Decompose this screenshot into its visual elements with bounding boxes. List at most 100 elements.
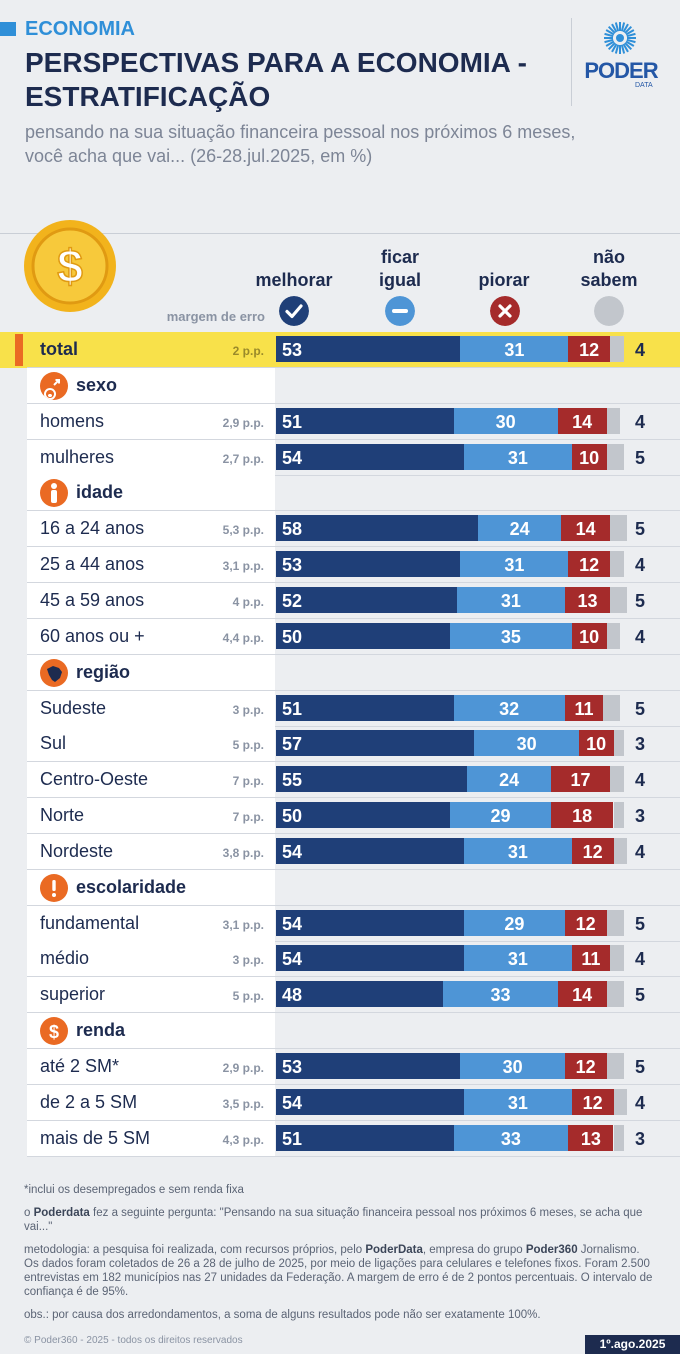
value-label-piorar: 13 xyxy=(580,1129,601,1149)
bar-segment-ficar-igual xyxy=(460,1053,565,1079)
value-label-nao-sabem: 4 xyxy=(634,770,645,790)
row-label: Centro-Oeste xyxy=(40,769,149,789)
row-label: mulheres xyxy=(40,447,115,467)
bar-segment-nao-sabem xyxy=(610,551,624,577)
chart-row: Sul 5 p.p. 57 30 10 3 xyxy=(0,726,680,762)
row-label: Norte xyxy=(40,805,85,825)
logo-word: PODER xyxy=(584,58,658,83)
value-label-melhorar: 54 xyxy=(282,949,303,969)
row-divider xyxy=(27,797,680,798)
group-header-região: região xyxy=(0,655,680,691)
value-label-nao-sabem: 4 xyxy=(634,340,645,360)
row-label: até 2 SM* xyxy=(40,1056,120,1076)
value-label-ficar-igual: 30 xyxy=(502,1057,523,1077)
bar-segment-ficar-igual xyxy=(463,444,572,470)
bar-segment-piorar xyxy=(564,910,607,936)
row-label: homens xyxy=(40,411,105,431)
bar-segment-melhorar xyxy=(276,1089,464,1115)
row-divider xyxy=(27,726,680,727)
row-divider xyxy=(27,1012,680,1013)
svg-text:$: $ xyxy=(49,1022,59,1042)
row-label: mais de 5 SM xyxy=(40,1128,151,1148)
row-label: Sudeste xyxy=(40,698,107,718)
bar-segment-melhorar xyxy=(276,444,464,470)
page-title: PERSPECTIVAS PARA A ECONOMIA - ESTRATIFI… xyxy=(25,47,527,112)
value-label-nao-sabem: 5 xyxy=(634,519,645,539)
row-bg xyxy=(27,583,275,618)
value-label-nao-sabem: 5 xyxy=(634,699,645,719)
methodology-note: metodologia: a pesquisa foi realizada, c… xyxy=(24,1244,653,1298)
obs-note: obs.: por causa dos arredondamentos, a s… xyxy=(24,1309,541,1321)
value-label-nao-sabem: 3 xyxy=(634,806,645,826)
group-bg xyxy=(27,368,275,403)
chart-row: homens 2,9 p.p. 51 30 14 4 xyxy=(0,404,680,440)
margin-of-error: 4,3 p.p. xyxy=(222,1133,264,1147)
group-label: região xyxy=(76,662,131,682)
value-label-ficar-igual: 31 xyxy=(504,340,525,360)
value-label-ficar-igual: 31 xyxy=(507,448,528,468)
header: ECONOMIA PERSPECTIVAS PARA A ECONOMIA - … xyxy=(0,0,680,232)
row-divider xyxy=(27,833,680,834)
row-bg xyxy=(27,762,275,797)
bar-segment-melhorar xyxy=(276,910,464,936)
value-label-ficar-igual: 24 xyxy=(509,519,530,539)
margin-of-error: 2 p.p. xyxy=(232,344,264,358)
bar-segment-melhorar xyxy=(276,945,464,971)
row-bg xyxy=(27,1049,275,1084)
bar-segment-ficar-igual xyxy=(463,1089,572,1115)
value-label-nao-sabem: 3 xyxy=(634,734,645,754)
value-label-melhorar: 53 xyxy=(282,1057,303,1077)
bar-segment-nao-sabem xyxy=(613,1125,624,1151)
value-label-melhorar: 54 xyxy=(282,914,303,934)
bar-segment-ficar-igual xyxy=(463,910,565,936)
row-bg xyxy=(27,547,275,582)
chart-row: até 2 SM* 2,9 p.p. 53 30 12 5 xyxy=(0,1049,680,1085)
bar-segment-nao-sabem xyxy=(606,623,621,649)
bar-segment-piorar xyxy=(568,336,611,362)
row-divider xyxy=(27,1156,680,1157)
group-bg xyxy=(27,870,275,905)
value-label-melhorar: 54 xyxy=(282,1093,303,1113)
margin-of-error: 7 p.p. xyxy=(232,810,264,824)
margin-of-error: 3,1 p.p. xyxy=(222,918,264,932)
bar-segment-piorar xyxy=(564,695,604,721)
value-label-ficar-igual: 29 xyxy=(490,806,511,826)
value-label-nao-sabem: 5 xyxy=(634,591,645,611)
row-bg xyxy=(27,834,275,869)
bar-segment-piorar xyxy=(571,444,607,470)
bar-segment-ficar-igual xyxy=(477,515,562,541)
value-label-piorar: 14 xyxy=(575,519,596,539)
bar-segment-melhorar xyxy=(276,838,464,864)
bar-segment-piorar xyxy=(571,623,607,649)
value-label-melhorar: 57 xyxy=(282,734,303,754)
bar-segment-piorar xyxy=(561,515,611,541)
column-header-melhorar: melhorar xyxy=(255,270,333,290)
margin-of-error: 4,4 p.p. xyxy=(222,631,264,645)
bar-segment-ficar-igual xyxy=(453,408,558,434)
value-label-piorar: 12 xyxy=(582,842,603,862)
row-divider xyxy=(27,690,680,691)
value-label-ficar-igual: 33 xyxy=(490,985,511,1005)
group-bg xyxy=(27,475,275,510)
blank-circle-icon xyxy=(594,296,624,326)
footnote: *inclui os desempregados e sem renda fix… xyxy=(24,1184,244,1196)
chart-row: médio 3 p.p. 54 31 11 4 xyxy=(0,941,680,977)
row-divider xyxy=(27,582,680,583)
margin-of-error: 3 p.p. xyxy=(232,703,264,717)
row-label: de 2 a 5 SM xyxy=(40,1092,138,1112)
row-divider xyxy=(27,905,680,906)
row-bg xyxy=(27,404,275,439)
value-label-nao-sabem: 4 xyxy=(634,412,645,432)
row-divider xyxy=(27,761,680,762)
bar-segment-melhorar xyxy=(276,336,461,362)
value-label-piorar: 12 xyxy=(582,1093,603,1113)
question-note: o Poderdata fez a seguinte pergunta: "Pe… xyxy=(24,1207,643,1233)
value-label-piorar: 13 xyxy=(577,591,598,611)
value-label-melhorar: 51 xyxy=(282,699,303,719)
row-divider xyxy=(27,510,680,511)
bar-segment-melhorar xyxy=(276,408,454,434)
row-bg xyxy=(27,798,275,833)
group-label: renda xyxy=(76,1020,126,1040)
chart-row: Centro-Oeste 7 p.p. 55 24 17 4 xyxy=(0,762,680,798)
value-label-ficar-igual: 30 xyxy=(495,412,516,432)
